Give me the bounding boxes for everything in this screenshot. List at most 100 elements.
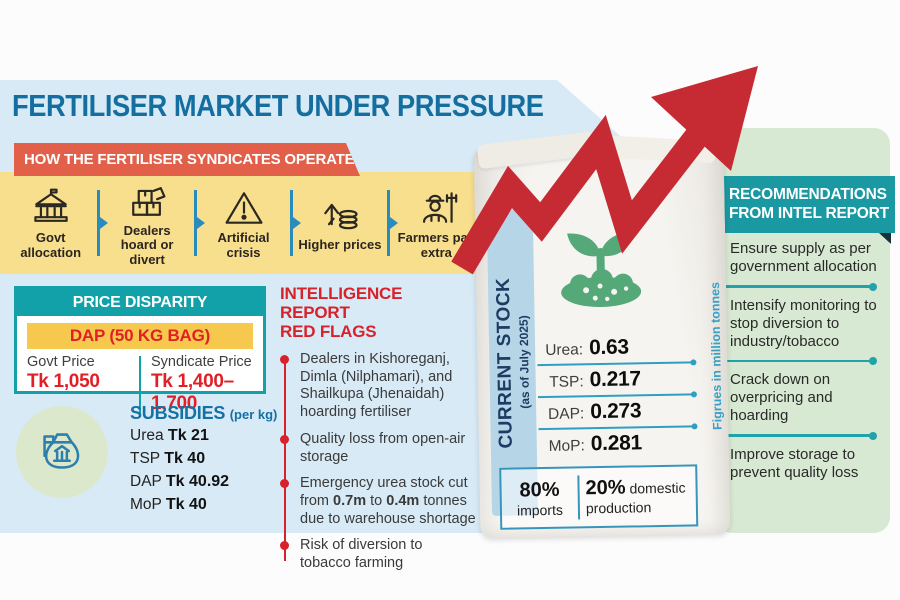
red-flag-item: Quality loss from open-air storage: [280, 431, 476, 466]
recommendations-header-line2: FROM INTEL REPORT: [729, 205, 889, 223]
recommendation-separator: [716, 282, 877, 290]
subsidy-badge: [16, 406, 108, 498]
step-label: Farmers pay extra: [397, 230, 475, 260]
step-govt-allocation: Govt allocation: [4, 186, 97, 259]
imports-label: imports: [516, 501, 564, 519]
red-flags-list: Dealers in Kishoreganj, Dimla (Nilphamar…: [280, 351, 476, 573]
recommendation-item: Ensure supply as per government allocati…: [730, 240, 877, 275]
subsidy-item: Urea Tk 21: [130, 424, 277, 447]
govt-price-column: Govt Price Tk 1,050: [27, 354, 129, 415]
header-fold-triangle: [879, 233, 891, 244]
current-stock-list: Urea: 0.63 TSP: 0.217 DAP: 0.273 MoP: 0.281: [535, 334, 703, 457]
subsidy-name: DAP: [130, 473, 162, 490]
subsidy-item: MoP Tk 40: [130, 493, 277, 516]
subsidy-name: TSP: [130, 450, 160, 467]
stock-separator: [537, 393, 694, 399]
step-label: Higher prices: [298, 237, 382, 253]
subsidy-value: Tk 40: [165, 496, 207, 513]
red-flag-item: Risk of diversion to tobacco farming: [280, 537, 476, 572]
subsidy-item: TSP Tk 40: [130, 447, 277, 470]
warning-triangle-icon: [224, 192, 263, 225]
stock-name: Urea:: [545, 341, 584, 359]
govt-price-value: Tk 1,050: [27, 371, 100, 392]
govt-building-icon: [34, 189, 68, 223]
red-flag-item: Dealers in Kishoreganj, Dimla (Nilphamar…: [280, 351, 476, 422]
stock-separator: [538, 425, 695, 431]
syndicate-banner: HOW THE FERTILISER SYNDICATES OPERATE: [14, 143, 360, 176]
price-divider: [139, 356, 141, 413]
subsidy-value: Tk 40: [164, 450, 206, 467]
govt-price-label: Govt Price: [27, 354, 95, 370]
stock-row: Urea: 0.63: [535, 334, 701, 361]
red-flag-text: Risk of diversion to tobacco farming: [300, 537, 423, 571]
syndicate-process-strip: Govt allocation Dealers hoard or divert …: [0, 172, 487, 274]
stock-units-note: Figrues in million tonnes: [707, 281, 725, 431]
step-arrow-separator: [97, 190, 101, 256]
recommendation-item: Intensify monitoring to stop diversion t…: [730, 296, 877, 350]
farmer-icon: [423, 192, 458, 224]
red-flag-bold: 0.7m: [333, 492, 367, 509]
subsidies-block: SUBSIDIES (per kg) Urea Tk 21 TSP Tk 40 …: [130, 403, 277, 516]
subsidy-name: MoP: [130, 496, 162, 513]
fertiliser-sack: CURRENT STOCK (as of July 2025) Urea: 0.6…: [473, 143, 731, 539]
red-flag-text: Quality loss from open-air storage: [300, 430, 466, 465]
domestic-cell: 20% domestic production: [579, 472, 696, 521]
subsidies-title: SUBSIDIES: [130, 403, 226, 423]
domestic-value: 20%: [585, 477, 626, 500]
red-flag-text: tonnes due to warehouse shortage: [300, 492, 476, 527]
step-arrow-separator: [290, 190, 294, 256]
subsidies-title-row: SUBSIDIES (per kg): [130, 403, 277, 424]
imports-cell: 80% imports: [501, 478, 578, 518]
price-disparity-box: PRICE DISPARITY DAP (50 KG BAG) Govt Pri…: [14, 286, 266, 414]
stock-name: TSP:: [549, 373, 584, 391]
step-label: Artificial crisis: [217, 230, 270, 260]
red-flags-title: INTELLIGENCE REPORT RED FLAGS: [280, 284, 476, 341]
subsidy-item: DAP Tk 40.92: [130, 470, 277, 493]
imports-value: 80%: [519, 478, 560, 501]
stock-value: 0.217: [589, 367, 641, 392]
imports-production-box: 80% imports 20% domestic production: [499, 464, 699, 530]
syndicate-price-value: Tk 1,400–1,700: [151, 371, 234, 414]
step-dealers-hoard: Dealers hoard or divert: [100, 179, 193, 266]
step-higher-prices: Higher prices: [293, 193, 386, 252]
stock-value: 0.273: [590, 399, 642, 424]
step-label: Govt allocation: [20, 230, 82, 260]
stock-row: MoP: 0.281: [537, 430, 703, 457]
stock-value: 0.281: [590, 431, 643, 456]
subsidy-sack-icon: [43, 433, 80, 469]
recommendations-header-line1: RECOMMENDATIONS: [729, 186, 887, 203]
red-flag-text: to: [366, 492, 387, 509]
price-columns: Govt Price Tk 1,050 Syndicate Price Tk 1…: [17, 349, 263, 415]
boxes-icon: [132, 187, 166, 217]
red-flags-title-line2: RED FLAGS: [280, 322, 377, 342]
recommendation-item: Improve storage to prevent quality loss: [730, 445, 859, 481]
recommendation-item: Crack down on overpricing and hoarding: [730, 371, 833, 424]
stock-row: DAP: 0.273: [536, 398, 702, 425]
subsidies-unit: (per kg): [229, 407, 278, 422]
subsidy-value: Tk 40.92: [165, 473, 230, 490]
syndicate-price-column: Syndicate Price Tk 1,400–1,700: [151, 354, 253, 415]
red-flag-bold: 0.4m: [386, 492, 420, 509]
page-title: FERTILISER MARKET UNDER PRESSURE: [12, 88, 544, 123]
price-disparity-header: PRICE DISPARITY: [17, 289, 263, 316]
recommendation-separator: [716, 431, 877, 439]
step-artificial-crisis: Artificial crisis: [197, 186, 290, 259]
step-arrow-separator: [386, 190, 390, 256]
plant-sprout-icon: [561, 232, 642, 308]
stock-separator: [537, 361, 694, 367]
recommendation-separator: [716, 357, 877, 365]
subsidy-value: Tk 21: [167, 427, 209, 444]
red-flag-item: Emergency urea stock cut from 0.7m to 0.…: [280, 475, 476, 528]
stock-value: 0.63: [588, 335, 629, 360]
current-stock-asof: (as of July 2025): [516, 315, 532, 410]
red-flag-text: Dealers in Kishoreganj, Dimla (Nilphamar…: [300, 351, 453, 421]
recommendations-header: RECOMMENDATIONS FROM INTEL REPORT: [716, 176, 895, 233]
stock-name: MoP:: [548, 437, 585, 455]
stock-name: DAP:: [547, 405, 585, 423]
current-stock-label: CURRENT STOCK: [492, 277, 517, 449]
rising-coins-icon: [324, 204, 358, 230]
dap-product-banner: DAP (50 KG BAG): [27, 323, 253, 349]
stock-row: TSP: 0.217: [535, 366, 701, 393]
subsidy-name: Urea: [130, 427, 164, 444]
